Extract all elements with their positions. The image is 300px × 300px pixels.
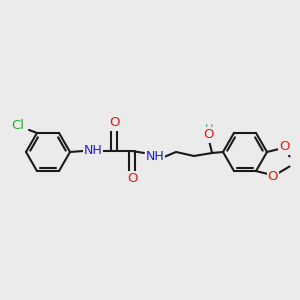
Text: O: O: [109, 116, 119, 130]
Text: Cl: Cl: [11, 119, 25, 132]
Text: NH: NH: [146, 151, 164, 164]
Text: O: O: [204, 128, 214, 142]
Text: O: O: [279, 140, 289, 154]
Text: O: O: [127, 172, 137, 185]
Text: H: H: [205, 124, 213, 134]
Text: O: O: [268, 169, 278, 183]
Text: NH: NH: [84, 143, 102, 157]
